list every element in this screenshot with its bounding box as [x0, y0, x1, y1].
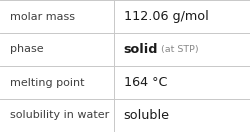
Text: molar mass: molar mass [10, 11, 75, 22]
Text: phase: phase [10, 44, 44, 55]
Text: soluble: soluble [124, 109, 170, 122]
Text: solubility in water: solubility in water [10, 110, 109, 121]
Text: 164 °C: 164 °C [124, 76, 167, 89]
Text: (at STP): (at STP) [161, 45, 199, 54]
Text: solid: solid [124, 43, 158, 56]
Text: 112.06 g/mol: 112.06 g/mol [124, 10, 208, 23]
Text: melting point: melting point [10, 77, 85, 88]
